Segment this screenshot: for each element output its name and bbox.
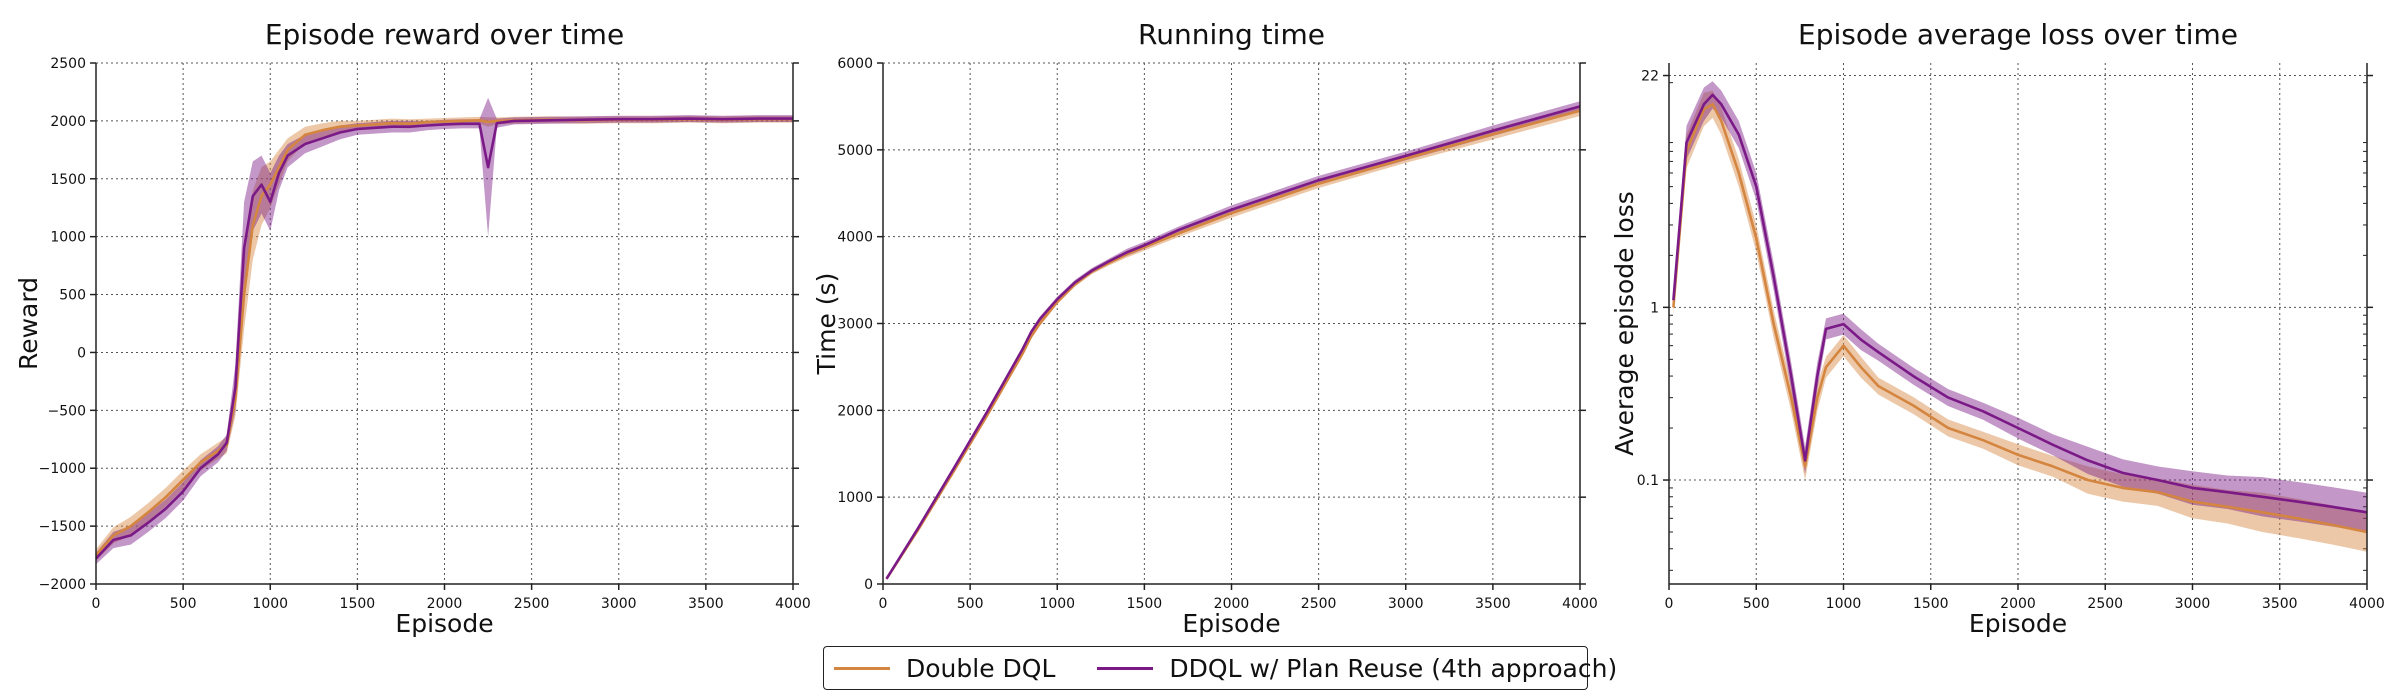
- chart-loss: 0 500 1000 1500 2000 2500 3000 3500 4000 0.1 1 22 Ep…: [1610, 18, 2385, 638]
- y-tick-label: 2000: [50, 114, 86, 130]
- x-tick-label: 1500: [1127, 596, 1163, 612]
- x-tick-label: 1500: [1913, 596, 1949, 612]
- x-tick-label: 2500: [2087, 596, 2123, 612]
- y-axis-label: Time (s): [812, 273, 841, 376]
- series-band-ddql-plan-reuse: [96, 97, 793, 565]
- x-tick-label: 3000: [2175, 596, 2211, 612]
- y-tick-label: 0: [864, 577, 873, 593]
- y-tick-label: 1000: [837, 490, 873, 506]
- y-axis-label: Reward: [14, 277, 43, 370]
- x-tick-label: 4000: [1562, 596, 1598, 612]
- chart-title: Running time: [1138, 18, 1325, 51]
- x-tick-label: 2000: [1214, 596, 1250, 612]
- x-tick-label: 0: [92, 596, 101, 612]
- x-tick-label: 4000: [2349, 596, 2385, 612]
- x-tick-label: 500: [1743, 596, 1770, 612]
- y-tick-label: 1500: [50, 172, 86, 188]
- y-tick-label: −2000: [39, 577, 86, 593]
- chart-reward: 0 500 1000 1500 2000 2500 3000 3500 4000 −2000 −15…: [14, 18, 811, 638]
- x-tick-label: 3500: [2262, 596, 2298, 612]
- y-tick-label: 22: [1641, 69, 1659, 85]
- x-tick-label: 1500: [340, 596, 376, 612]
- x-tick-label: 2000: [427, 596, 463, 612]
- y-tick-label: 5000: [837, 143, 873, 159]
- x-tick-label: 3000: [1388, 596, 1424, 612]
- x-tick-label: 0: [879, 596, 888, 612]
- legend-label-double-dql: Double DQL: [906, 653, 1056, 683]
- series-line-double-dql: [1672, 103, 2368, 534]
- x-axis-label: Episode: [395, 609, 493, 638]
- legend-swatch-ddql-plan-reuse: [1097, 666, 1154, 670]
- x-tick-label: 500: [957, 596, 984, 612]
- x-tick-label: 500: [170, 596, 197, 612]
- y-tick-label: 6000: [837, 56, 873, 72]
- y-tick-label: −1000: [39, 461, 86, 477]
- chart-title: Episode average loss over time: [1798, 18, 2238, 51]
- series-band-double-dql: [886, 105, 1580, 580]
- y-tick-label: −500: [48, 403, 86, 419]
- x-tick-label: 1000: [252, 596, 288, 612]
- chart-time: 0 500 1000 1500 2000 2500 3000 3500 4000 0 1000 200…: [812, 18, 1598, 638]
- y-tick-label: 500: [59, 288, 86, 304]
- y-tick-label: 1000: [50, 230, 86, 246]
- x-tick-label: 2500: [514, 596, 550, 612]
- series-line-ddql-plan-reuse: [95, 117, 793, 560]
- y-tick-label: 3000: [837, 317, 873, 333]
- legend-label-ddql-plan-reuse: DDQL w/ Plan Reuse (4th approach): [1169, 653, 1618, 683]
- x-tick-label: 3500: [688, 596, 724, 612]
- x-tick-label: 1000: [1826, 596, 1862, 612]
- x-tick-label: 3000: [601, 596, 637, 612]
- x-tick-label: 2000: [2000, 596, 2036, 612]
- y-tick-label: 1: [1650, 300, 1659, 316]
- legend-item-ddql-plan-reuse: DDQL w/ Plan Reuse (4th approach): [1097, 654, 1617, 683]
- legend-item-double-dql: Double DQL: [834, 654, 1055, 683]
- y-tick-label: 0.1: [1637, 473, 1659, 489]
- series-band-double-dql: [1673, 90, 2367, 552]
- legend-swatch-double-dql: [834, 666, 890, 670]
- x-tick-label: 0: [1665, 596, 1674, 612]
- y-tick-label: 4000: [837, 230, 873, 246]
- x-tick-label: 1000: [1039, 596, 1075, 612]
- x-tick-label: 3500: [1475, 596, 1511, 612]
- series-band-ddql-plan-reuse: [886, 101, 1580, 580]
- y-tick-label: 2000: [837, 403, 873, 419]
- series-band-ddql-plan-reuse: [1673, 81, 2367, 532]
- x-tick-label: 4000: [775, 596, 811, 612]
- x-axis-label: Episode: [1182, 609, 1280, 638]
- x-tick-label: 2500: [1301, 596, 1337, 612]
- series-line-double-dql: [885, 109, 1581, 580]
- x-axis-label: Episode: [1969, 609, 2067, 638]
- chart-title: Episode reward over time: [265, 18, 624, 51]
- series-line-ddql-plan-reuse: [885, 105, 1581, 580]
- y-tick-label: 2500: [50, 56, 86, 72]
- legend: Double DQL DDQL w/ Plan Reuse (4th appro…: [823, 646, 1617, 690]
- y-tick-label: 0: [77, 345, 86, 361]
- y-tick-label: −1500: [39, 519, 86, 535]
- y-axis-label: Average episode loss: [1610, 191, 1639, 456]
- series-line-ddql-plan-reuse: [1672, 93, 2368, 514]
